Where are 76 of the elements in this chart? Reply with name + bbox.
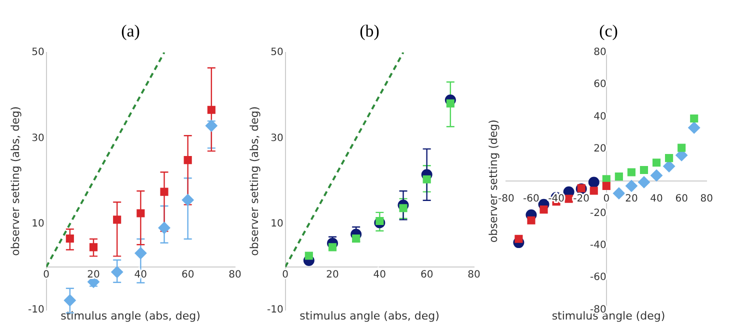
x-tick-label: 20 <box>326 269 339 280</box>
point <box>588 176 600 188</box>
chart-title: (c) <box>599 22 618 41</box>
point <box>111 266 124 278</box>
y-axis-title: observer setting (abs, deg) <box>248 106 261 256</box>
y-tick-label: 20 <box>594 144 606 155</box>
point <box>638 176 650 188</box>
point <box>160 188 168 196</box>
point <box>514 234 523 243</box>
y-tick-label: -20 <box>590 208 606 219</box>
point <box>352 234 360 243</box>
x-tick-label: -80 <box>498 194 514 205</box>
point <box>66 234 74 243</box>
chart-title: (a) <box>121 22 140 41</box>
point <box>625 180 638 192</box>
point <box>540 206 548 214</box>
x-tick-label: 60 <box>420 269 434 280</box>
x-tick-label: 80 <box>700 194 714 205</box>
x-tick-label: -60 <box>523 194 540 205</box>
x-tick-label: 40 <box>373 269 386 280</box>
x-tick-label: 60 <box>181 269 194 280</box>
point <box>64 294 76 306</box>
point <box>652 158 661 167</box>
x-axis-title: stimulus angle (abs, deg) <box>300 309 440 322</box>
point <box>376 216 384 226</box>
point <box>113 216 122 224</box>
point <box>590 186 598 195</box>
point <box>207 106 216 114</box>
x-tick-label: 0 <box>603 194 610 205</box>
point <box>688 122 700 134</box>
y-tick-label: 10 <box>270 218 284 230</box>
chart-title: (b) <box>360 22 380 41</box>
y-axis-title: observer setting (abs, deg) <box>8 106 22 256</box>
x-tick-label: 60 <box>675 194 688 205</box>
x-tick-label: -40 <box>548 194 564 205</box>
y-tick-label: 60 <box>594 79 606 90</box>
point <box>304 252 313 260</box>
y-tick-label: 80 <box>594 46 606 58</box>
x-axis-title: stimulus angle (abs, deg) <box>60 309 200 322</box>
x-tick-label: -20 <box>573 194 590 205</box>
point <box>184 156 192 164</box>
point <box>690 114 698 123</box>
y-tick-label: 30 <box>270 132 284 144</box>
point <box>182 194 194 206</box>
x-tick-label: 20 <box>625 194 638 205</box>
point <box>678 144 686 152</box>
point <box>328 243 337 252</box>
x-tick-label: 80 <box>468 269 480 280</box>
point <box>527 216 536 224</box>
y-tick-label: 50 <box>32 46 44 58</box>
point <box>422 175 431 184</box>
x-tick-label: 0 <box>282 269 289 280</box>
y-tick-label: 40 <box>594 111 606 122</box>
y-tick-label: 30 <box>32 132 44 144</box>
y-tick-label: -10 <box>28 304 44 316</box>
x-tick-label: 40 <box>650 194 663 205</box>
point <box>205 120 218 132</box>
point <box>650 169 663 182</box>
point <box>627 168 636 176</box>
y-tick-label: 50 <box>270 46 284 58</box>
point <box>665 154 674 162</box>
y-tick-label: -10 <box>266 304 284 316</box>
point <box>134 247 147 260</box>
point <box>89 243 98 252</box>
point <box>614 172 623 181</box>
y-tick-label: 10 <box>32 218 44 230</box>
point <box>158 222 170 234</box>
point <box>640 166 648 174</box>
point <box>612 187 625 200</box>
x-tick-label: 80 <box>228 269 242 280</box>
x-tick-label: 0 <box>43 269 50 280</box>
point <box>136 209 145 218</box>
point <box>602 182 610 190</box>
point <box>446 99 454 108</box>
point <box>399 204 408 212</box>
y-tick-label: -40 <box>590 240 606 252</box>
